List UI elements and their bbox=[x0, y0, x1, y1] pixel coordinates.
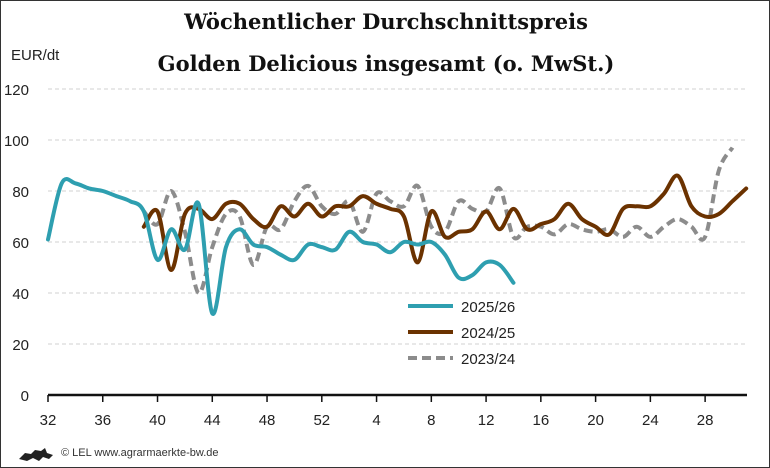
y-axis-label: EUR/dt bbox=[11, 47, 60, 64]
x-tick-label: 4 bbox=[372, 412, 380, 429]
chart-subtitle: Golden Delicious insgesamt (o. MwSt.) bbox=[157, 51, 615, 76]
x-tick-label: 32 bbox=[40, 412, 57, 429]
x-tick-label: 24 bbox=[642, 412, 659, 429]
y-tick-label: 80 bbox=[12, 184, 29, 201]
legend-label: 2023/24 bbox=[461, 351, 515, 368]
legend-label: 2025/26 bbox=[461, 299, 515, 316]
x-tick-label: 8 bbox=[427, 412, 435, 429]
series-line-2023-24 bbox=[142, 146, 735, 296]
x-tick-label: 16 bbox=[532, 412, 549, 429]
x-tick-label: 12 bbox=[478, 412, 495, 429]
y-tick-label: 40 bbox=[12, 286, 29, 303]
y-tick-label: 120 bbox=[4, 82, 29, 99]
y-tick-label: 0 bbox=[21, 388, 29, 405]
footer-credit: © LEL www.agrarmaerkte-bw.de bbox=[61, 447, 219, 459]
chart-title: Wöchentlicher Durchschnittspreis bbox=[184, 9, 588, 34]
series-line-2024-25 bbox=[141, 173, 749, 273]
y-tick-label: 20 bbox=[12, 337, 29, 354]
x-tick-label: 36 bbox=[94, 412, 111, 429]
x-tick-label: 44 bbox=[204, 412, 221, 429]
x-tick-label: 28 bbox=[697, 412, 714, 429]
x-tick-label: 48 bbox=[259, 412, 276, 429]
x-tick-label: 52 bbox=[313, 412, 330, 429]
x-tick-label: 20 bbox=[587, 412, 604, 429]
x-tick-label: 40 bbox=[149, 412, 166, 429]
y-tick-label: 100 bbox=[4, 133, 29, 150]
series-line-2025-26 bbox=[46, 177, 516, 316]
y-tick-label: 60 bbox=[12, 235, 29, 252]
legend-label: 2024/25 bbox=[461, 325, 515, 342]
lion-logo-icon bbox=[19, 448, 53, 461]
